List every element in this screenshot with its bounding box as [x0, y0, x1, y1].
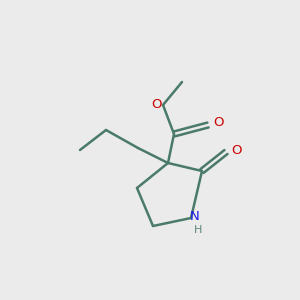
- Text: O: O: [213, 116, 223, 130]
- Text: O: O: [152, 98, 162, 112]
- Text: H: H: [194, 225, 202, 235]
- Text: O: O: [231, 143, 241, 157]
- Text: N: N: [190, 209, 200, 223]
